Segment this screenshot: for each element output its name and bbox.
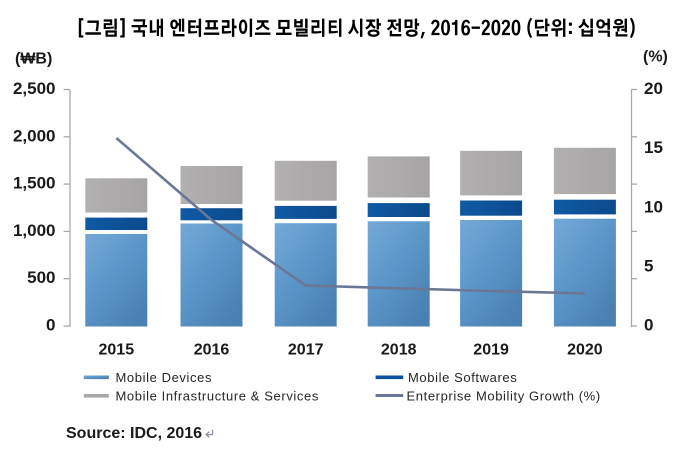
svg-text:1,500: 1,500 [13, 174, 56, 193]
svg-text:Source: IDC, 2016: Source: IDC, 2016 [66, 425, 202, 442]
svg-text:5: 5 [644, 256, 653, 275]
svg-text:Mobile Infrastructure & Servic: Mobile Infrastructure & Services [116, 389, 319, 404]
svg-text:0: 0 [644, 316, 653, 335]
svg-text:500: 500 [27, 268, 55, 287]
svg-text:2020: 2020 [567, 342, 603, 359]
svg-text:15: 15 [644, 138, 663, 157]
svg-text:0: 0 [46, 316, 55, 335]
svg-text:2016: 2016 [194, 342, 230, 359]
svg-text:2017: 2017 [288, 342, 324, 359]
svg-text:Mobile Softwares: Mobile Softwares [408, 370, 517, 385]
svg-text:2015: 2015 [99, 342, 135, 359]
svg-text:2018: 2018 [381, 342, 417, 359]
svg-text:Mobile Devices: Mobile Devices [116, 370, 213, 385]
svg-text:(₩B): (₩B) [15, 51, 52, 68]
svg-text:20: 20 [644, 79, 663, 98]
svg-text:10: 10 [644, 197, 663, 216]
svg-text:2,000: 2,000 [13, 126, 56, 145]
svg-text:2019: 2019 [473, 342, 509, 359]
svg-text:(%): (%) [643, 49, 668, 66]
svg-text:Enterprise Mobility Growth (%): Enterprise Mobility Growth (%) [407, 389, 601, 404]
svg-text:1,000: 1,000 [13, 221, 56, 240]
svg-text:2,500: 2,500 [13, 79, 56, 98]
